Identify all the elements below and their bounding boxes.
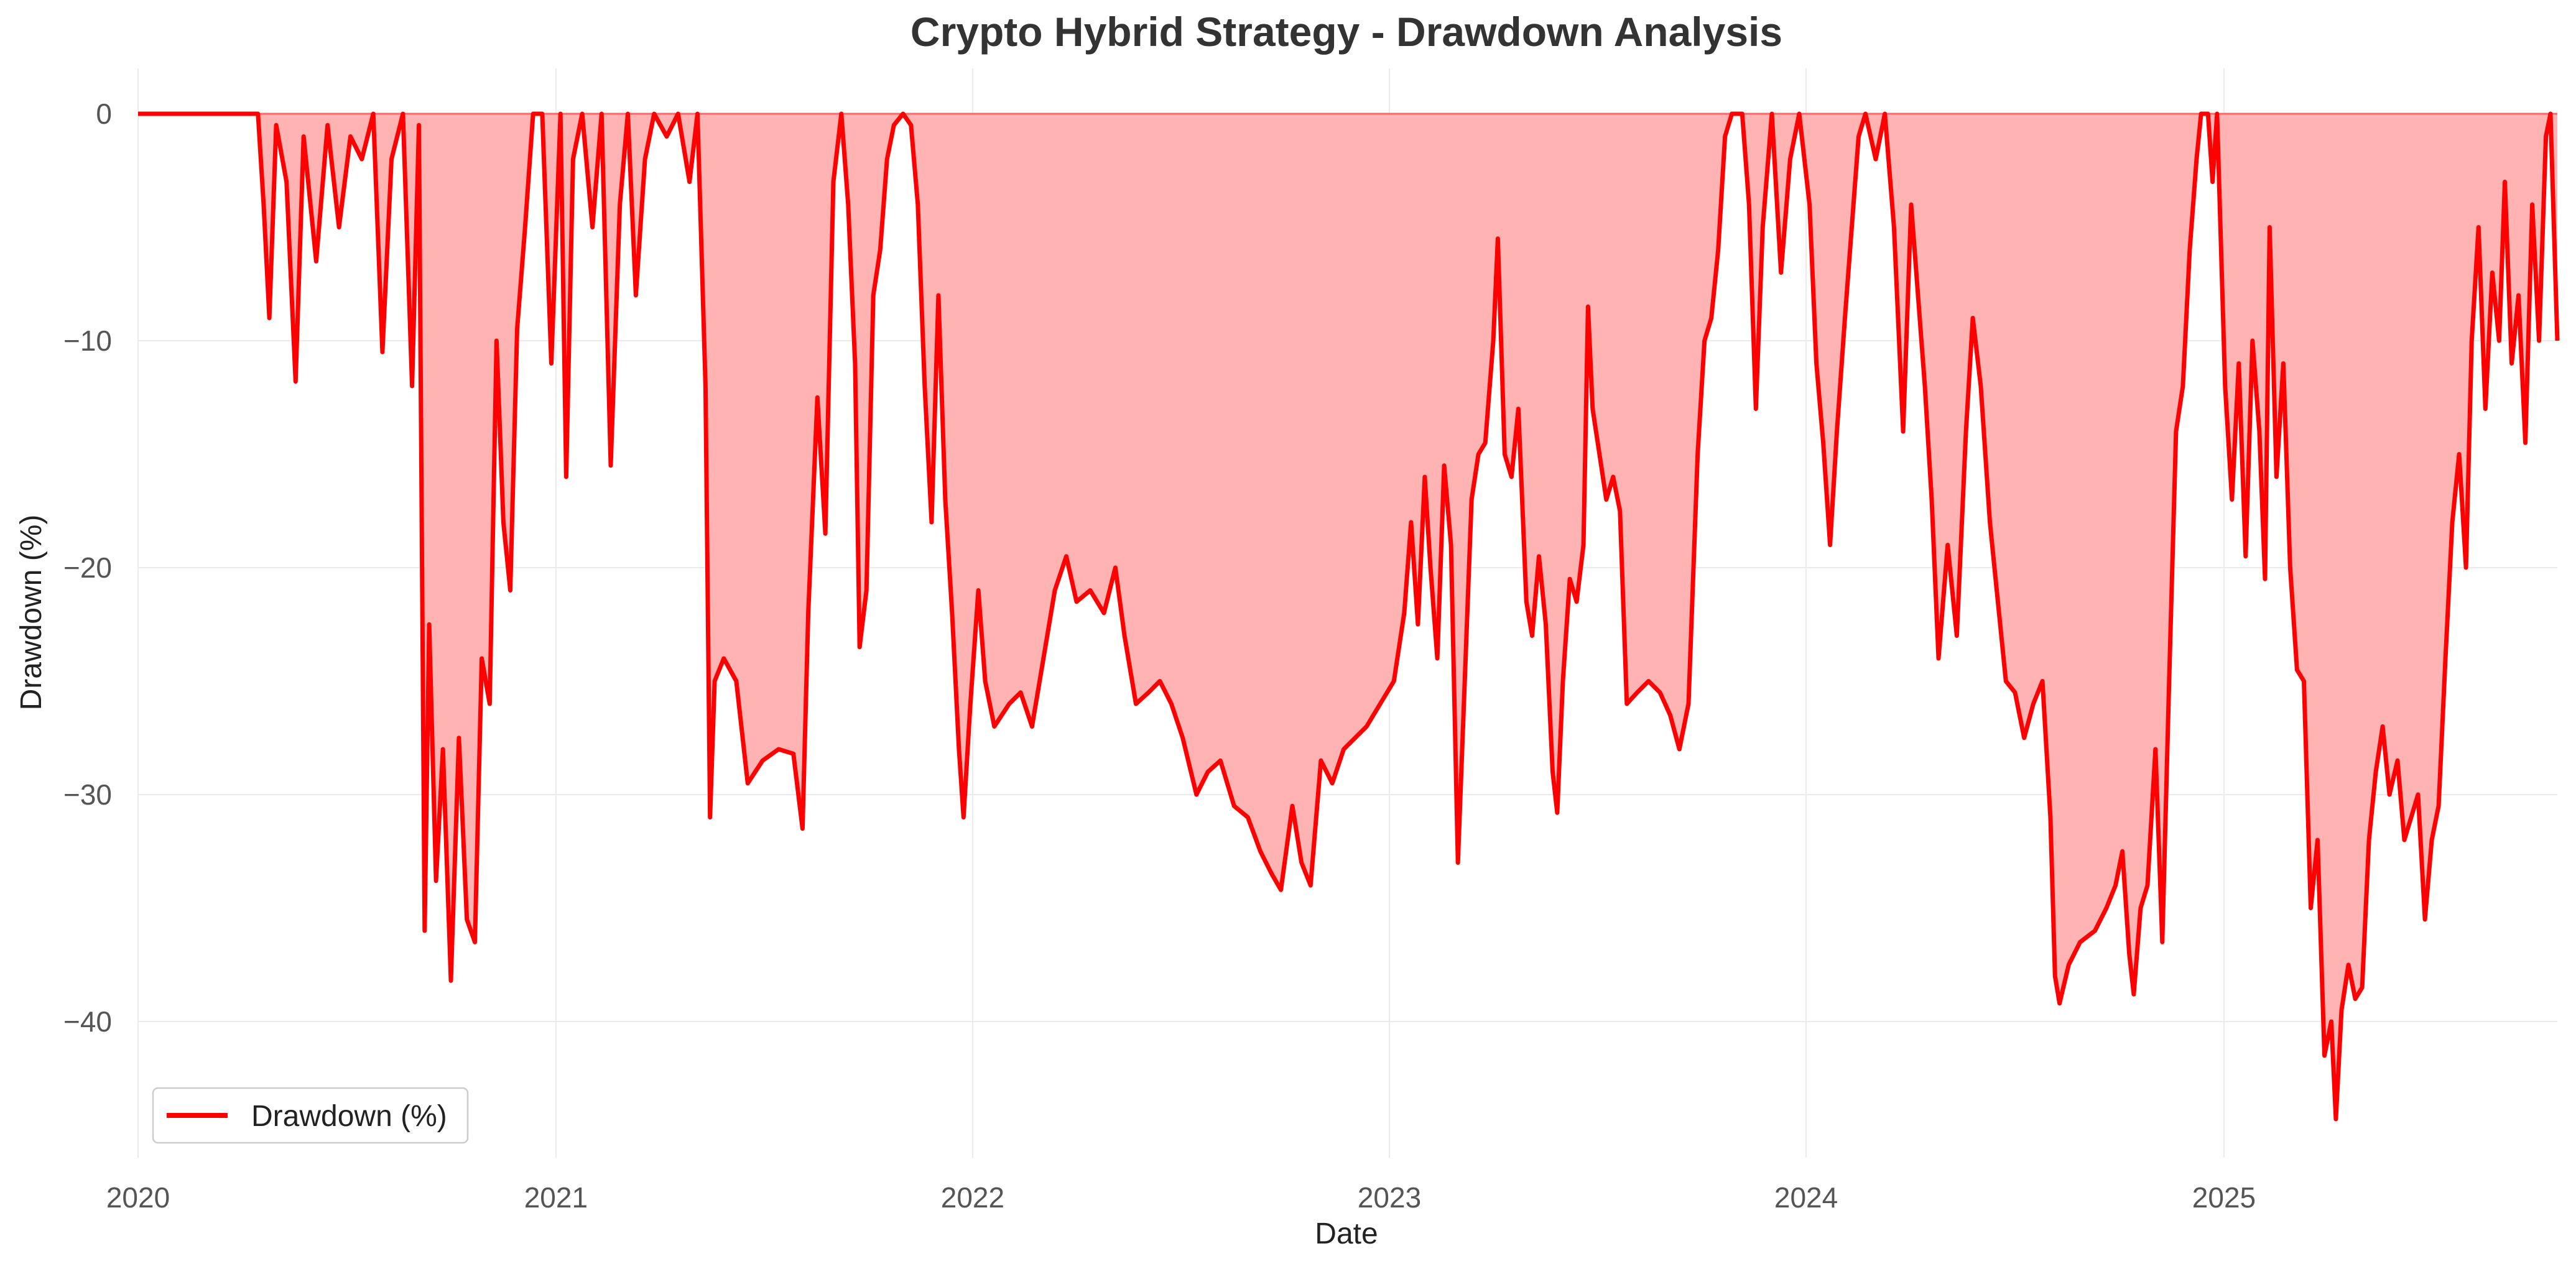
x-tick-label: 2025 (2192, 1181, 2256, 1214)
x-tick-label: 2021 (524, 1181, 588, 1214)
x-tick-label: 2020 (106, 1181, 170, 1214)
legend-label: Drawdown (%) (251, 1100, 447, 1133)
x-axis-label: Date (1315, 1217, 1378, 1250)
y-tick-label: −10 (63, 325, 112, 357)
legend-box (152, 1087, 469, 1144)
plot-area (137, 68, 2560, 1158)
y-axis-ticks: 0 −10 −20 −30 −40 (63, 98, 112, 1038)
y-axis-label: Drawdown (%) (15, 515, 48, 711)
drawdown-series-line (138, 111, 2560, 1122)
drawdown-area-fill (138, 114, 2557, 1119)
x-axis-ticks: 2020 2021 2022 2023 2024 2025 (106, 1181, 2256, 1214)
y-tick-label: −30 (63, 778, 112, 811)
x-tick-label: 2023 (1358, 1181, 1421, 1214)
y-tick-label: −40 (63, 1005, 112, 1038)
legend: Drawdown (%) (152, 1087, 469, 1144)
x-tick-label: 2022 (941, 1181, 1004, 1214)
chart-title: Crypto Hybrid Strategy - Drawdown Analys… (910, 9, 1782, 55)
x-tick-label: 2024 (1774, 1181, 1838, 1214)
y-tick-label: −20 (63, 551, 112, 584)
y-tick-label: 0 (96, 98, 112, 130)
